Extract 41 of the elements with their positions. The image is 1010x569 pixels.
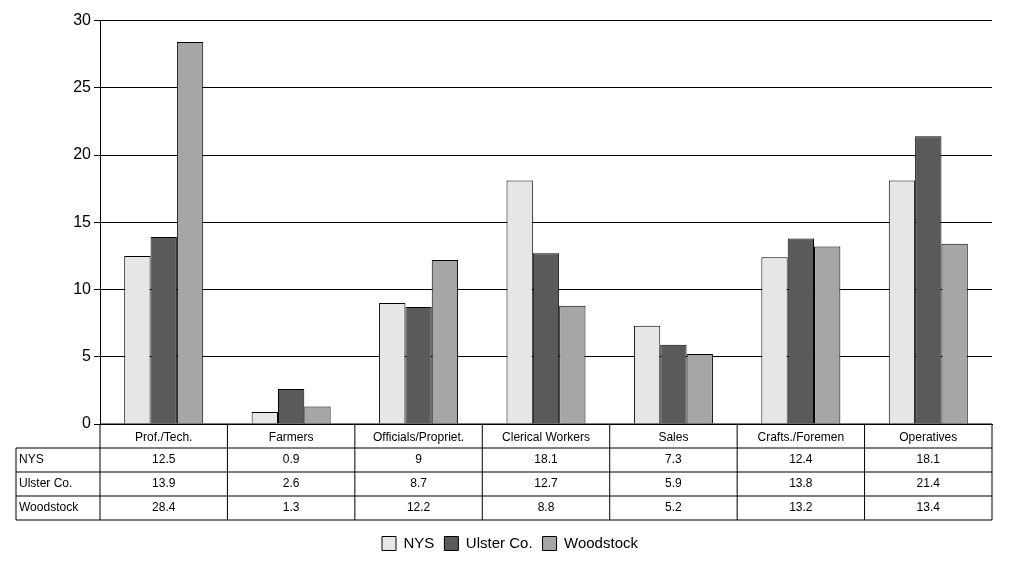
data-label: 8.7 — [410, 476, 428, 491]
data-label: 8.8 — [537, 500, 555, 515]
data-label: 13.9 — [152, 476, 176, 491]
data-label: 12.2 — [406, 500, 431, 515]
data-label: 18.1 — [534, 452, 558, 467]
legend-label: Ulster Co. — [465, 533, 533, 551]
data-label: 1.3 — [282, 500, 300, 515]
x-tick-label: Farmers — [268, 429, 314, 444]
y-tick-label: 5 — [82, 347, 92, 365]
y-tick-label: 15 — [73, 212, 92, 230]
data-label: 13.4 — [916, 500, 941, 515]
data-label: 2.6 — [282, 476, 300, 491]
y-tick-label: 25 — [73, 78, 92, 96]
y-tick-label: 30 — [73, 11, 92, 29]
data-label: 18.1 — [916, 452, 941, 467]
data-label: 12.5 — [152, 452, 176, 467]
text: NYS — [19, 452, 44, 467]
data-label: 13.8 — [789, 476, 813, 491]
data-label: 5.2 — [665, 500, 683, 515]
text: Ulster Co. — [19, 476, 73, 491]
text: Woodstock — [19, 500, 79, 515]
data-label: 0.9 — [282, 452, 300, 467]
x-tick-label: Officials/Propriet. — [372, 429, 465, 444]
data-label: 9 — [415, 452, 423, 467]
y-tick-label: 20 — [73, 145, 92, 163]
data-label: 28.4 — [152, 500, 176, 515]
x-tick-label: Prof./Tech. — [135, 429, 193, 444]
x-tick-label: Crafts./Foremen — [757, 429, 845, 444]
y-tick-label: 10 — [73, 279, 92, 297]
x-tick-label: Operatives — [899, 429, 958, 444]
data-label: 12.4 — [789, 452, 813, 467]
x-tick-label: Clerical Workers — [502, 429, 590, 444]
x-tick-label: Sales — [658, 429, 689, 444]
data-label: 12.7 — [534, 476, 558, 491]
y-tick-label: 0 — [82, 414, 92, 432]
data-label: 21.4 — [916, 476, 941, 491]
data-label: 13.2 — [789, 500, 813, 515]
data-label: 7.3 — [665, 452, 683, 467]
legend-label: Woodstock — [564, 533, 639, 551]
legend-label: NYS — [403, 533, 435, 551]
data-label: 5.9 — [665, 476, 683, 491]
